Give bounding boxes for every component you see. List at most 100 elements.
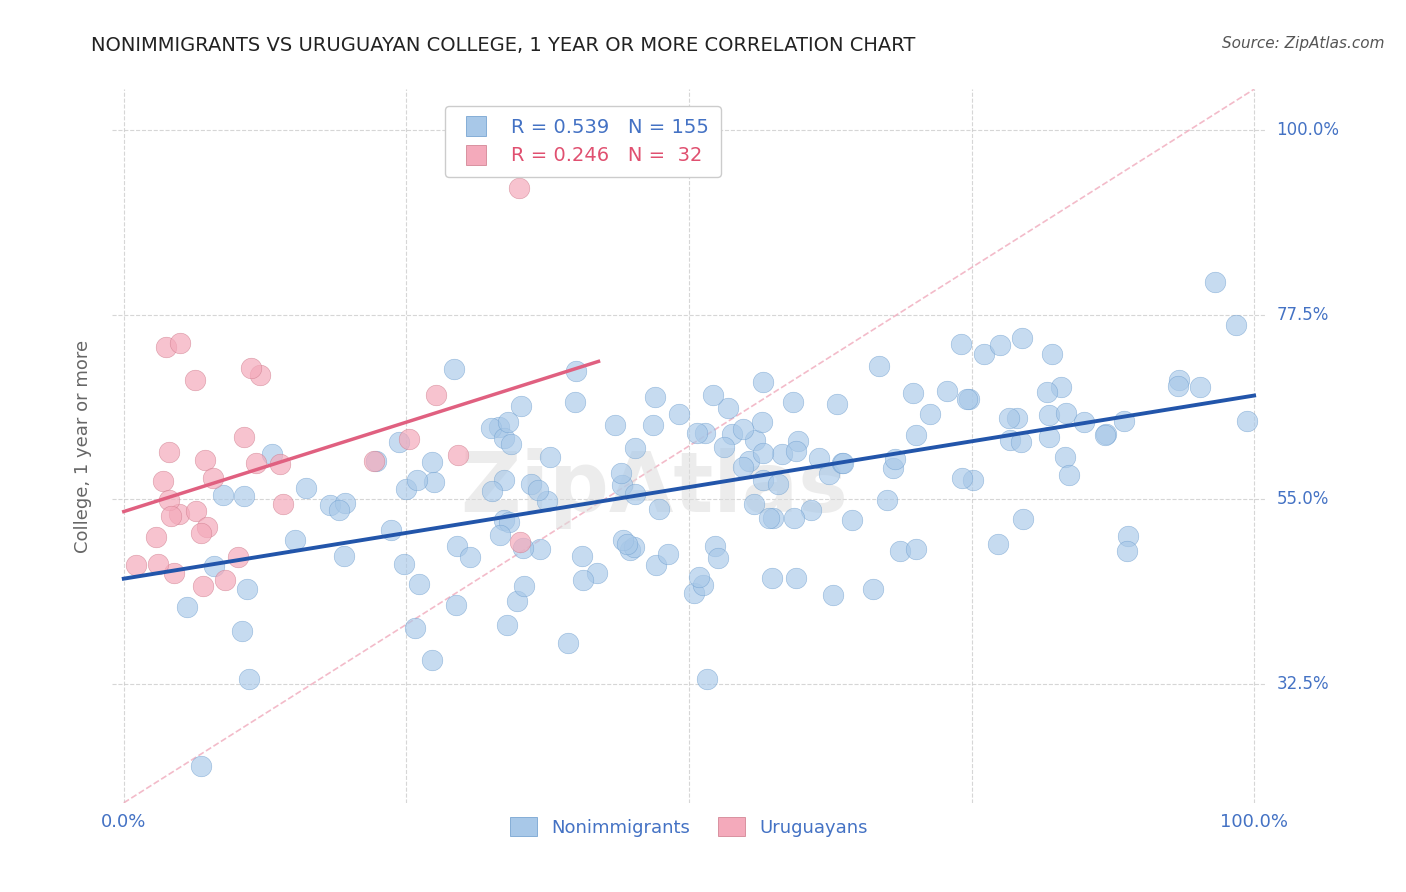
Point xyxy=(800,503,823,517)
Point xyxy=(657,547,679,561)
Point xyxy=(783,511,806,525)
Point xyxy=(498,516,520,530)
Point xyxy=(876,493,898,508)
Point xyxy=(645,558,668,573)
Point xyxy=(392,558,415,572)
Point xyxy=(751,415,773,429)
Point xyxy=(610,466,633,480)
Point xyxy=(333,549,356,563)
Point xyxy=(157,493,180,508)
Point xyxy=(125,558,148,573)
Point xyxy=(782,394,804,409)
Point xyxy=(721,427,744,442)
Point xyxy=(1040,347,1063,361)
Text: ZipAtlas: ZipAtlas xyxy=(460,449,848,529)
Point xyxy=(770,447,793,461)
Point xyxy=(693,426,716,441)
Text: 77.5%: 77.5% xyxy=(1277,306,1329,324)
Point xyxy=(1115,544,1137,558)
Point xyxy=(425,388,447,402)
Point xyxy=(643,418,665,433)
Point xyxy=(167,507,190,521)
Point xyxy=(318,498,340,512)
Point xyxy=(163,566,186,580)
Point xyxy=(420,455,443,469)
Point xyxy=(707,551,730,566)
Point xyxy=(1053,450,1076,465)
Point xyxy=(565,364,588,378)
Point xyxy=(758,510,780,524)
Point xyxy=(489,528,512,542)
Point xyxy=(1054,406,1077,420)
Point xyxy=(501,436,523,450)
Point xyxy=(176,599,198,614)
Point xyxy=(882,461,904,475)
Point xyxy=(717,401,740,416)
Point xyxy=(494,474,516,488)
Point xyxy=(1225,318,1247,332)
Point xyxy=(987,537,1010,551)
Point xyxy=(692,577,714,591)
Point xyxy=(832,456,855,470)
Point xyxy=(235,582,257,596)
Point xyxy=(920,408,942,422)
Point xyxy=(214,573,236,587)
Point xyxy=(538,450,561,465)
Point xyxy=(420,653,443,667)
Point xyxy=(668,407,690,421)
Point xyxy=(529,542,551,557)
Point xyxy=(603,417,626,432)
Point xyxy=(231,624,253,639)
Point xyxy=(506,593,529,607)
Point xyxy=(935,384,957,398)
Point xyxy=(1005,410,1028,425)
Point xyxy=(998,410,1021,425)
Point xyxy=(862,582,884,596)
Point xyxy=(212,488,235,502)
Point xyxy=(1049,379,1071,393)
Point xyxy=(233,430,256,444)
Point xyxy=(404,621,426,635)
Point xyxy=(1073,415,1095,429)
Point xyxy=(905,542,928,557)
Y-axis label: College, 1 year or more: College, 1 year or more xyxy=(73,340,91,552)
Point xyxy=(962,473,984,487)
Point xyxy=(405,473,427,487)
Point xyxy=(395,483,418,497)
Point xyxy=(1094,427,1116,442)
Point xyxy=(868,359,890,373)
Point xyxy=(423,475,446,489)
Point xyxy=(190,526,212,541)
Point xyxy=(571,549,593,564)
Text: 100.0%: 100.0% xyxy=(1277,121,1340,139)
Point xyxy=(1010,434,1032,449)
Point xyxy=(479,421,502,435)
Point xyxy=(492,431,515,445)
Point xyxy=(988,338,1011,352)
Point xyxy=(193,453,215,467)
Point xyxy=(901,386,924,401)
Point xyxy=(688,570,710,584)
Point xyxy=(152,474,174,488)
Point xyxy=(240,360,263,375)
Point xyxy=(492,513,515,527)
Point xyxy=(686,426,709,441)
Point xyxy=(1188,380,1211,394)
Point xyxy=(363,454,385,468)
Point xyxy=(271,497,294,511)
Point xyxy=(884,452,907,467)
Point xyxy=(1236,414,1258,428)
Point xyxy=(831,456,853,470)
Legend: Nonimmigrants, Uruguayans: Nonimmigrants, Uruguayans xyxy=(503,810,875,844)
Point xyxy=(744,433,766,447)
Point xyxy=(184,373,207,387)
Point xyxy=(1012,512,1035,526)
Point xyxy=(509,535,531,549)
Point xyxy=(648,502,671,516)
Point xyxy=(889,544,911,558)
Point xyxy=(752,376,775,390)
Point xyxy=(260,447,283,461)
Point xyxy=(238,672,260,686)
Point xyxy=(398,432,420,446)
Point xyxy=(586,566,609,580)
